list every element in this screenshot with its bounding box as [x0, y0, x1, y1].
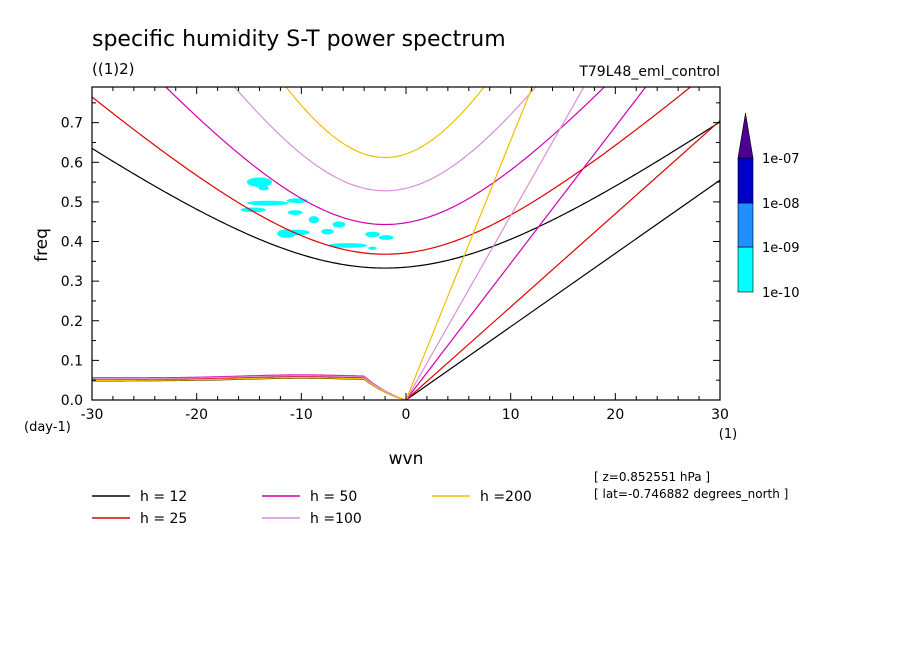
- y-unit-label: (day-1): [24, 420, 71, 435]
- power-patch: [321, 228, 334, 235]
- y-tick-label: 0.5: [61, 195, 83, 211]
- y-axis-label: freq: [32, 228, 52, 262]
- power-patch: [368, 246, 377, 250]
- curve-kelvin-25: [405, 120, 720, 400]
- chart-subtitle-right: T79L48_eml_control: [578, 64, 720, 80]
- y-tick-label: 0.6: [61, 155, 83, 171]
- y-tick-label: 0.3: [61, 274, 83, 290]
- curve-kelvin-100: [405, 87, 585, 400]
- curve-kelvin-200: [405, 87, 533, 400]
- power-patch: [327, 243, 368, 248]
- colorbar-segment: [737, 157, 754, 204]
- legend-label-50: h = 50: [310, 489, 357, 505]
- x-tick-label: 20: [606, 407, 624, 423]
- legend-label-100: h =100: [310, 511, 362, 527]
- y-tick-label: 0.0: [61, 393, 83, 409]
- x-tick-label: -30: [81, 407, 104, 423]
- colorbar: 1e-10 1e-09 1e-08 1e-07: [737, 112, 800, 301]
- colorbar-label: 1e-10: [762, 286, 800, 301]
- x-tick-label: 10: [502, 407, 520, 423]
- curve-gravity-12: [92, 121, 720, 269]
- x-tick-label: 30: [711, 407, 729, 423]
- colorbar-label: 1e-07: [762, 152, 800, 167]
- curve-rossby-25: [92, 375, 407, 400]
- curve-rossby-100: [92, 375, 407, 400]
- legend-label-12: h = 12: [140, 489, 187, 505]
- x-tick-label: -20: [185, 407, 208, 423]
- power-patch: [246, 177, 273, 187]
- power-patch: [332, 221, 346, 228]
- legend: h = 12 h = 25 h = 50 h =100 h =200: [92, 489, 532, 527]
- power-patch: [258, 185, 269, 191]
- curve-rossby-12: [92, 377, 407, 400]
- power-patch: [246, 200, 289, 206]
- colorbar-label: 1e-09: [762, 241, 800, 256]
- x-tick-label: -10: [290, 407, 313, 423]
- power-patch: [240, 207, 266, 213]
- axes: -30 -20 -10 0 10 20 30 0.0 0.1 0.2 0.3 0.4 0.5 0.6 0.7: [61, 87, 729, 423]
- power-patch: [365, 231, 380, 238]
- power-patch: [378, 235, 394, 240]
- legend-label-25: h = 25: [140, 511, 187, 527]
- curve-gravity-25: [92, 87, 692, 255]
- curve-gravity-50: [164, 87, 606, 226]
- curve-gravity-100: [233, 87, 537, 192]
- colorbar-label: 1e-08: [762, 197, 800, 212]
- x-unit-label: (1): [719, 427, 737, 442]
- chart-title: specific humidity S-T power spectrum: [92, 27, 506, 52]
- plot-frame: [91, 86, 721, 401]
- curve-kelvin-50: [405, 87, 647, 400]
- curve-gravity-200: [285, 87, 485, 159]
- curve-rossby-200: [92, 377, 407, 400]
- annotation-pressure: [ z=0.852551 hPa ]: [594, 470, 710, 484]
- power-patch: [287, 210, 303, 215]
- dispersion-curves: [92, 87, 720, 400]
- y-tick-label: 0.4: [61, 235, 83, 251]
- x-tick-label: 0: [402, 407, 411, 423]
- annotation-latitude: [ lat=-0.746882 degrees_north ]: [594, 487, 788, 501]
- shaded-power-region: [240, 177, 394, 250]
- y-tick-label: 0.7: [61, 116, 83, 132]
- x-axis-label: wvn: [389, 449, 424, 469]
- colorbar-segment: [737, 246, 754, 293]
- y-tick-label: 0.1: [61, 353, 83, 369]
- curve-kelvin-12: [405, 179, 720, 400]
- curve-rossby-50: [92, 374, 407, 400]
- legend-label-200: h =200: [480, 489, 532, 505]
- power-patch: [308, 216, 320, 224]
- colorbar-segment: [737, 202, 754, 248]
- chart-subtitle-left: ((1)2): [92, 60, 135, 78]
- colorbar-extend-triangle: [737, 112, 754, 159]
- y-tick-label: 0.2: [61, 314, 83, 330]
